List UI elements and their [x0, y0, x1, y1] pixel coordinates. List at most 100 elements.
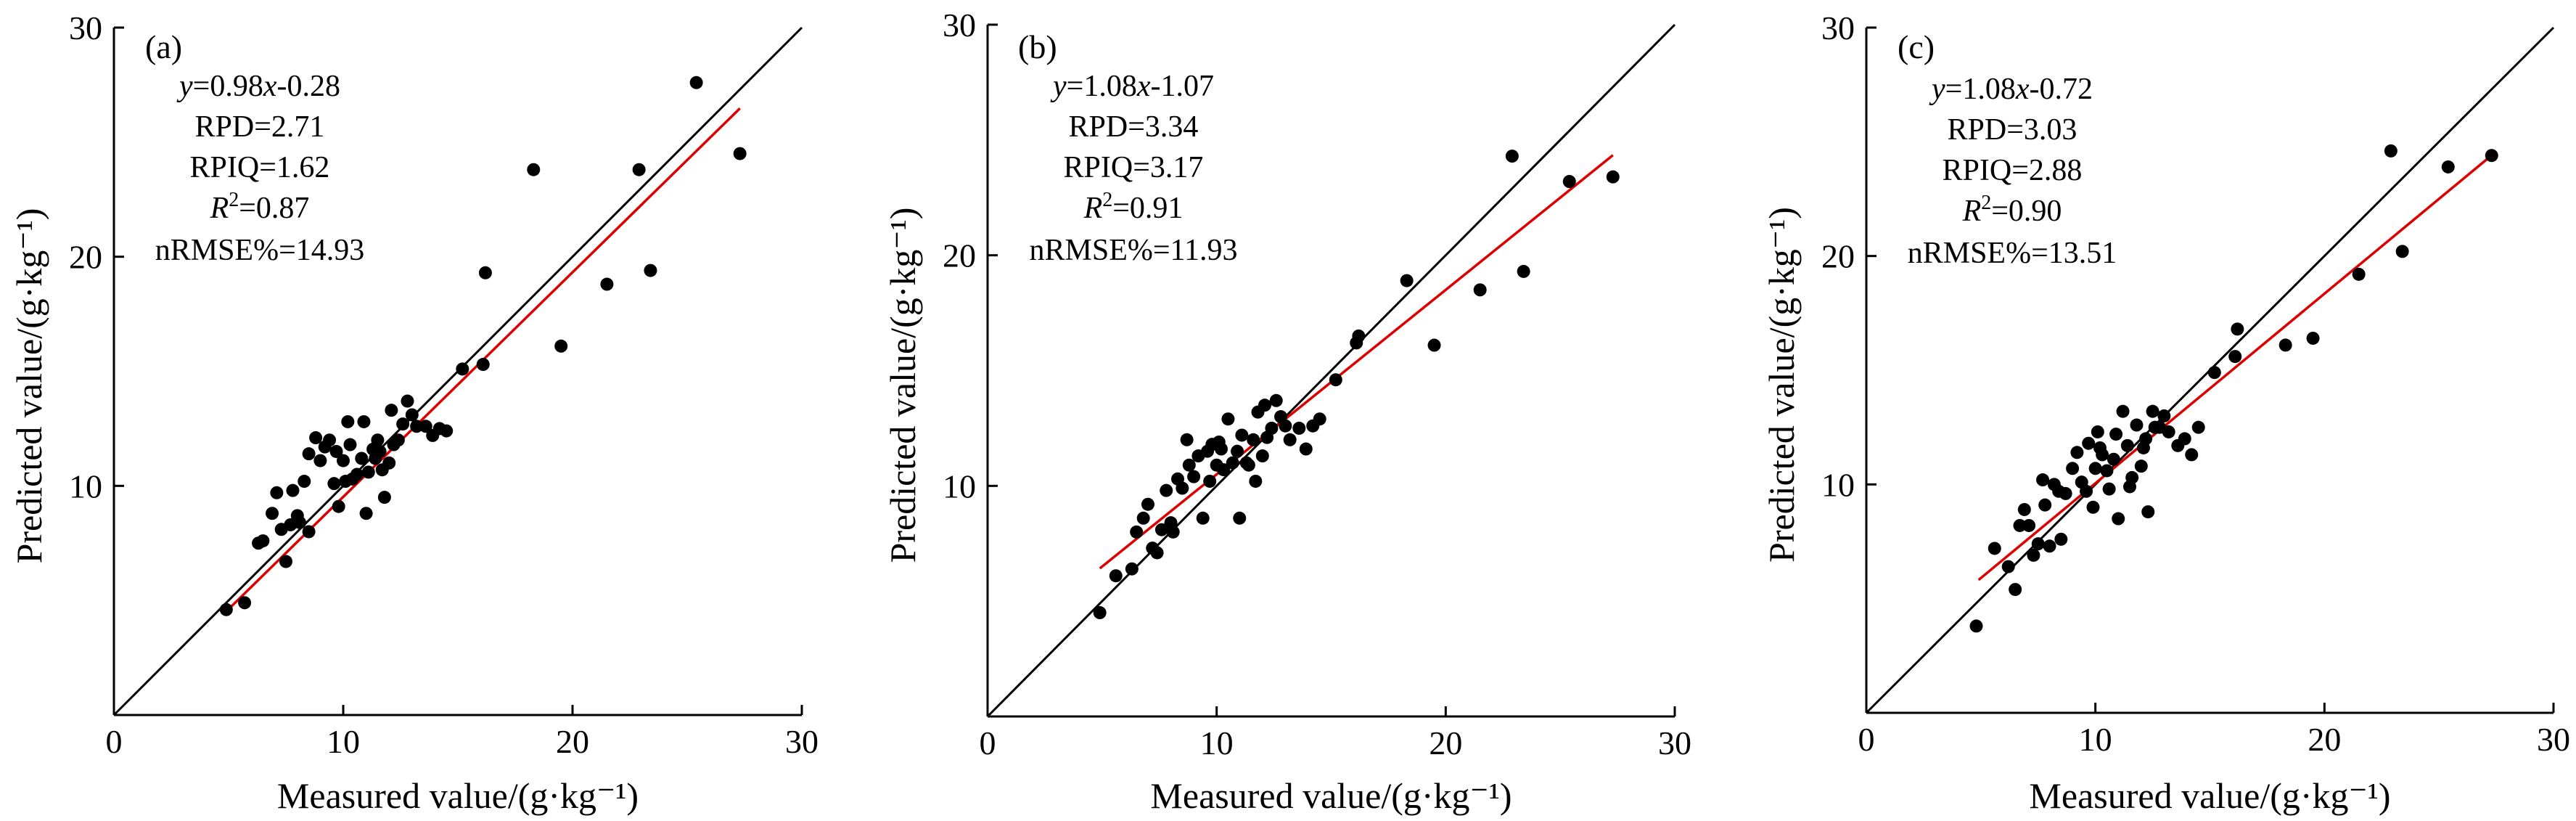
data-point: [332, 499, 345, 513]
data-point: [1150, 546, 1164, 560]
data-point: [337, 454, 350, 467]
y-tick-label: 20: [69, 239, 102, 276]
nrmse-a: nRMSE%=14.93: [155, 234, 365, 267]
data-point: [292, 515, 306, 529]
data-point: [2207, 366, 2221, 380]
data-point: [2191, 420, 2205, 434]
data-point: [313, 454, 327, 467]
x-tick-label: 0: [106, 723, 123, 760]
data-point: [2102, 482, 2116, 496]
data-point: [2036, 473, 2050, 487]
data-point: [1279, 419, 1292, 433]
data-point: [1203, 474, 1217, 488]
data-point: [2043, 539, 2056, 553]
data-point: [1269, 393, 1283, 407]
data-point: [382, 456, 396, 470]
data-point: [1505, 150, 1519, 163]
data-point: [2485, 149, 2498, 163]
data-point: [329, 444, 343, 458]
data-point: [554, 339, 568, 353]
data-point: [2109, 428, 2123, 441]
data-point: [2066, 462, 2080, 475]
data-point: [1258, 399, 1271, 412]
data-point: [1313, 412, 1326, 426]
data-point: [266, 507, 279, 520]
rpd-a: RPD=2.71: [195, 110, 325, 144]
data-point: [1187, 470, 1201, 483]
data-point: [1299, 442, 1313, 456]
y-tick-label: 30: [69, 9, 102, 46]
data-point: [2086, 500, 2100, 514]
x-tick-label: 20: [556, 723, 589, 760]
data-point: [1196, 511, 1210, 525]
data-point: [361, 465, 375, 479]
rpiq-b: RPIQ=3.17: [1064, 151, 1204, 184]
data-point: [2054, 532, 2068, 546]
data-point: [401, 394, 414, 408]
data-point: [1265, 421, 1279, 435]
data-point: [2130, 418, 2144, 432]
data-point: [2395, 245, 2409, 258]
data-point: [377, 491, 391, 505]
equation-c: y=1.08x-0.72: [1929, 73, 2093, 106]
data-point: [2017, 502, 2031, 516]
rpd-c: RPD=3.03: [1948, 113, 2077, 147]
data-point: [405, 408, 419, 422]
x-tick-label: 20: [1429, 724, 1462, 761]
panel-c: (c) y=1.08x-0.72 RPD=3.03 RPIQ=2.88 R2=0…: [1761, 9, 2570, 816]
data-point: [341, 414, 355, 428]
data-point: [2022, 518, 2036, 532]
data-point: [1988, 542, 2001, 555]
data-point: [2352, 267, 2366, 281]
data-point: [371, 433, 385, 447]
data-point: [1427, 338, 1441, 352]
equation-b: y=1.08x-1.07: [1050, 70, 1214, 103]
data-point: [1160, 483, 1173, 497]
stats-box-c: y=1.08x-0.72 RPD=3.03 RPIQ=2.88 R2=0.90 …: [1908, 73, 2117, 270]
data-point: [270, 486, 284, 499]
y-axis-title-b: Predicted value/(g·kg⁻¹): [882, 208, 923, 563]
data-point: [1233, 511, 1247, 525]
rpiq-c: RPIQ=2.88: [1943, 154, 2083, 187]
data-point: [323, 433, 337, 447]
data-point: [2080, 484, 2093, 498]
panel-label-b: (b): [1018, 28, 1057, 65]
data-point: [2125, 470, 2139, 484]
y-axis-title-c: Predicted value/(g·kg⁻¹): [1761, 207, 1802, 563]
x-axis-title-a: Measured value/(g·kg⁻¹): [277, 775, 639, 816]
data-point: [2146, 404, 2159, 418]
data-point: [1473, 283, 1487, 297]
data-point: [1166, 525, 1180, 539]
data-point: [302, 447, 316, 461]
stats-box-a: y=0.98x-0.28 RPD=2.71 RPIQ=1.62 R2=0.87 …: [155, 70, 365, 267]
fit-line-b: [1099, 154, 1614, 570]
x-tick-label: 30: [1658, 724, 1691, 761]
x-tick-label: 10: [2079, 721, 2112, 758]
panel-label-a: (a): [145, 28, 182, 65]
data-point: [1154, 523, 1168, 536]
data-point: [385, 404, 398, 417]
data-point: [1221, 412, 1235, 426]
data-point: [350, 467, 364, 481]
data-point: [1292, 421, 1306, 435]
data-point: [279, 555, 292, 568]
data-point: [1176, 481, 1189, 495]
data-point: [1125, 562, 1139, 576]
data-point: [1562, 175, 1576, 189]
data-point: [2185, 448, 2199, 462]
data-point: [2134, 459, 2148, 473]
y-tick-label: 20: [1821, 238, 1855, 275]
x-tick-label: 30: [785, 723, 819, 760]
data-point: [2070, 446, 2084, 459]
data-point: [1141, 497, 1154, 511]
equation-a: y=0.98x-0.28: [176, 70, 340, 103]
data-point: [219, 603, 233, 616]
data-point: [391, 433, 405, 447]
y-tick-label: 10: [69, 467, 102, 505]
data-point: [2157, 409, 2171, 422]
data-point: [1606, 170, 1620, 184]
data-point: [2228, 350, 2242, 364]
data-point: [373, 444, 387, 458]
x-tick-label: 10: [1200, 724, 1234, 761]
data-point: [355, 452, 369, 465]
